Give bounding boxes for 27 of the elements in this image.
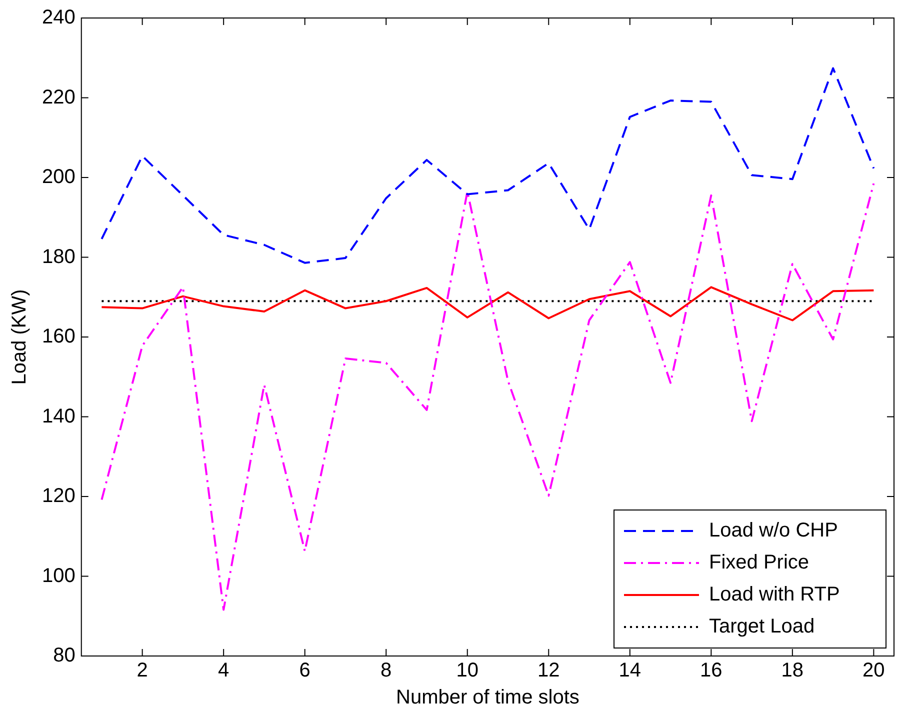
y-tick-label: 80 <box>53 644 76 667</box>
y-tick-label: 220 <box>42 86 76 108</box>
x-tick-label: 18 <box>781 660 804 682</box>
y-tick-label: 200 <box>42 166 76 188</box>
legend-label: Fixed Price <box>709 552 810 574</box>
y-axis-title: Load (KW) <box>8 289 31 385</box>
line-series <box>100 182 875 611</box>
y-tick-label: 240 <box>42 6 76 29</box>
x-tick-label: 10 <box>456 660 478 682</box>
x-tick-label: 6 <box>299 660 310 682</box>
y-tick-label: 140 <box>42 405 76 428</box>
line-series <box>100 67 875 264</box>
y-tick-label: 160 <box>42 326 76 348</box>
y-tick-label: 180 <box>42 246 76 268</box>
x-tick-label: 8 <box>380 660 392 682</box>
legend-label: Load w/o CHP <box>709 520 838 542</box>
y-tick-label: 100 <box>42 564 76 587</box>
x-tick-label: 12 <box>538 660 560 682</box>
x-tick-label: 20 <box>862 660 885 682</box>
x-tick-label: 4 <box>218 660 230 682</box>
x-tick-label: 14 <box>618 660 642 682</box>
legend-label: Target Load <box>709 616 815 638</box>
x-tick-label: 2 <box>136 660 148 682</box>
legend-label: Load with RTP <box>709 584 840 606</box>
x-axis-title: Number of time slots <box>396 686 580 709</box>
x-tick-label: 16 <box>700 660 722 682</box>
y-tick-label: 120 <box>42 485 76 508</box>
